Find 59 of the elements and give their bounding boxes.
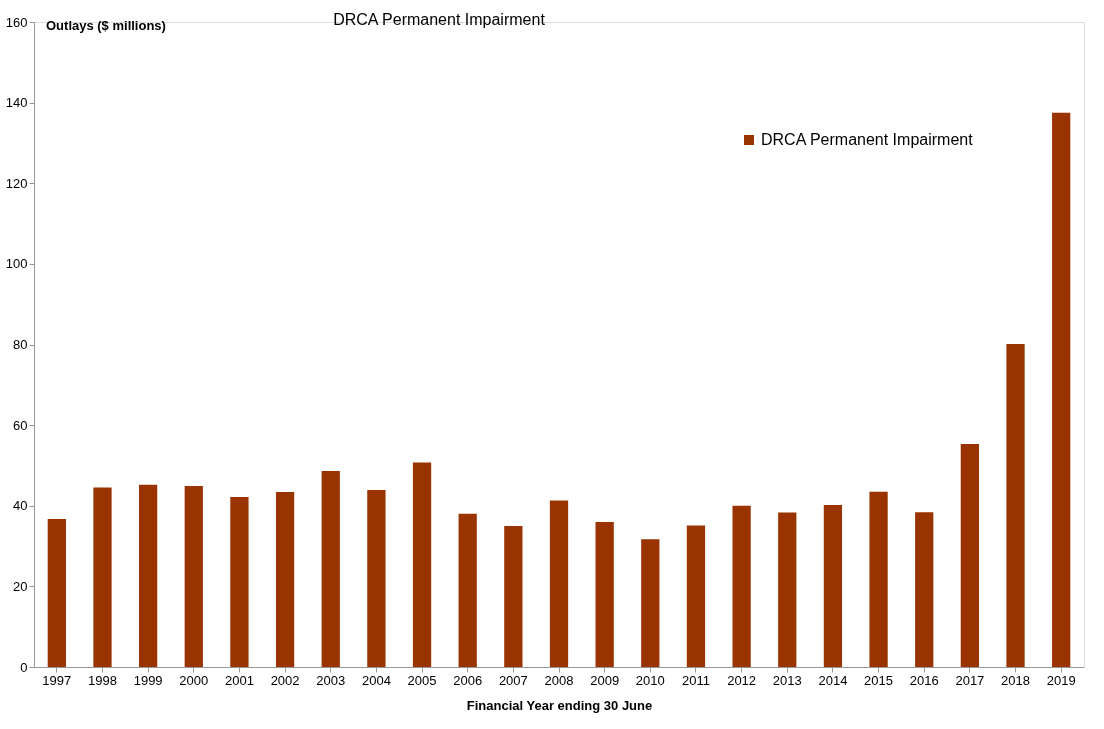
x-tick-label: 2000 [179,672,209,688]
x-tick-label: 2015 [864,672,894,688]
bar [47,519,66,667]
bar [93,487,112,667]
y-tick-label: 120 [5,175,28,191]
y-tick-label: 160 [5,14,28,30]
x-tick-label: 2004 [361,672,391,688]
x-tick-label: 2017 [955,672,985,688]
bar [778,512,797,667]
bar [915,512,934,667]
bar [823,504,843,667]
x-tick-label: 2018 [1001,672,1030,688]
bar [732,505,751,667]
y-tick-label: 100 [5,256,28,272]
x-tick-label: 1998 [88,672,117,688]
x-tick-label: 2007 [498,672,528,688]
x-tick-label: 2005 [407,672,437,688]
x-tick-label: 2012 [727,672,757,688]
bar [230,496,249,667]
bar [367,490,386,667]
x-tick-label: 1997 [42,672,72,688]
x-tick-label: 2016 [909,672,939,688]
x-tick-label: 2014 [818,672,848,688]
x-tick-label: 2008 [544,672,574,688]
bar [641,539,660,667]
x-tick-label: 2010 [635,672,665,688]
bar [1052,112,1071,667]
bar [686,525,706,667]
y-tick-label: 140 [5,95,28,111]
chart-title: DRCA Permanent Impairment [333,11,546,28]
x-tick-label: 2006 [453,672,483,688]
x-tick-label: 2019 [1046,672,1076,688]
y-tick-label: 80 [13,337,28,352]
y-tick-label: 20 [13,578,28,594]
y-axis-title: Outlays ($ millions) [46,18,166,33]
x-tick-label: 2003 [316,672,346,688]
x-tick-label: 2013 [772,672,802,688]
bar [1006,344,1025,667]
bar [275,492,295,667]
bar [139,484,158,667]
x-tick-label: 2002 [270,672,300,688]
bar [504,525,523,667]
bar [549,500,569,667]
bar [458,513,477,667]
x-tick-label: 2011 [681,672,710,688]
legend-label: DRCA Permanent Impairment [761,131,974,148]
bar [412,462,432,667]
bar [321,471,340,667]
y-tick-label: 0 [20,659,28,675]
x-tick-label: 1999 [133,672,163,688]
y-tick-label: 40 [13,498,28,514]
x-tick-label: 2001 [224,672,254,688]
bar [869,491,888,667]
bar [184,486,203,667]
x-axis-title: Financial Year ending 30 June [466,697,653,713]
x-tick-label: 2009 [590,672,620,688]
y-tick-label: 60 [13,417,28,433]
bar [595,521,614,667]
bar [960,444,979,667]
